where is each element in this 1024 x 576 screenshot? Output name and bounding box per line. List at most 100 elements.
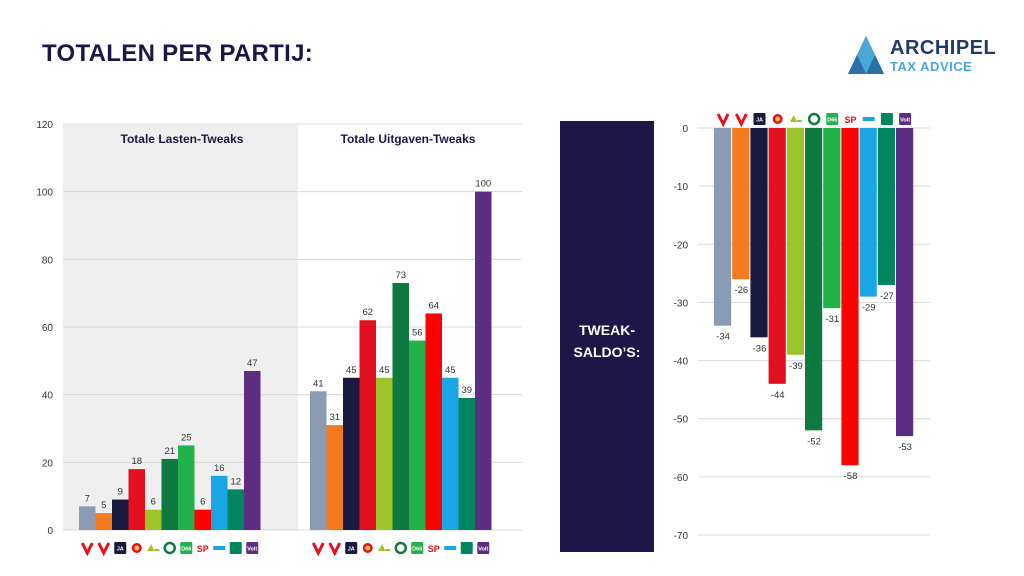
bar <box>458 398 475 530</box>
data-label: -26 <box>734 285 748 296</box>
data-label: 9 <box>118 487 123 498</box>
data-label: 5 <box>101 500 106 511</box>
bar <box>786 128 804 355</box>
data-label: 100 <box>475 179 491 190</box>
lasten-group-title: Totale Lasten-Tweaks <box>121 132 244 146</box>
data-label: 18 <box>131 456 142 467</box>
y-tick-label: 40 <box>42 391 54 402</box>
tweak-saldos-line1: TWEAK- <box>579 322 635 338</box>
bar <box>750 128 768 338</box>
bar <box>714 128 732 326</box>
svg-text:JA: JA <box>348 547 355 553</box>
saldo-chart: 0 -10 -20 -30 -40 -50 -60 -70 -34 -26 -36 -44 -39 -5… <box>674 112 930 542</box>
data-label: -58 <box>844 471 858 482</box>
y-tick-label: -30 <box>674 298 689 309</box>
bar <box>211 475 228 530</box>
bar <box>112 499 129 530</box>
data-label: 64 <box>428 300 439 311</box>
volt-logo-icon: Volt <box>899 113 912 125</box>
y-tick-label: -40 <box>674 357 689 368</box>
data-label: -34 <box>716 332 730 343</box>
y-tick-label: -70 <box>674 531 689 542</box>
svg-text:Volt: Volt <box>478 547 488 553</box>
svg-text:SP: SP <box>197 544 209 554</box>
archipel-triangle-logo-icon <box>848 36 884 74</box>
y-tick-label: -10 <box>674 182 689 193</box>
svg-text:SP: SP <box>428 544 440 554</box>
bar <box>475 191 492 530</box>
data-label: -39 <box>789 361 803 372</box>
bar <box>310 391 327 530</box>
y-tick-label: -50 <box>674 415 689 426</box>
bar <box>409 340 426 530</box>
bar <box>326 425 343 530</box>
data-label: 73 <box>395 270 406 281</box>
logo-brand-text: ARCHIPEL <box>890 37 997 59</box>
bar <box>161 458 178 530</box>
data-label: -29 <box>862 303 876 314</box>
sp-logo-icon: SP <box>844 115 856 125</box>
tweak-saldos-line2: SALDO’S: <box>573 344 641 360</box>
data-label: 7 <box>85 493 90 504</box>
y-tick-label: 20 <box>42 458 54 469</box>
christenunie-logo-icon <box>862 117 875 121</box>
bar <box>732 128 750 280</box>
data-label: -44 <box>771 390 785 401</box>
svg-text:D66: D66 <box>827 118 837 124</box>
bbb-logo-icon <box>328 542 342 556</box>
svg-text:Volt: Volt <box>900 118 910 124</box>
chart2-party-icons: JA D66 SP Volt <box>716 112 912 128</box>
data-label: 45 <box>445 365 456 376</box>
bar <box>376 377 393 530</box>
page-title: TOTALEN PER PARTIJ: <box>42 40 314 67</box>
data-label: 41 <box>313 378 324 389</box>
y-tick-label: 120 <box>36 120 53 131</box>
gl-pvda-logo-icon <box>394 541 407 555</box>
data-label: 47 <box>247 358 258 369</box>
bar <box>343 377 360 530</box>
bar <box>442 377 459 530</box>
bar <box>95 513 112 530</box>
bbb-logo-icon <box>734 113 748 128</box>
bar <box>79 506 96 530</box>
data-label: 45 <box>346 365 357 376</box>
pvda-rose-icon <box>131 543 142 553</box>
bar <box>178 445 195 530</box>
svg-text:D66: D66 <box>412 547 422 553</box>
data-label: 12 <box>230 476 241 487</box>
data-label: 21 <box>164 446 175 457</box>
ja21-logo-icon: JA <box>753 113 766 125</box>
data-label: 31 <box>329 412 340 423</box>
data-label: -31 <box>825 314 839 325</box>
volt-logo-icon: Volt <box>477 542 490 554</box>
data-label: 39 <box>461 385 472 396</box>
ja21-logo-icon: JA <box>114 542 127 554</box>
y-tick-label: 80 <box>42 255 54 266</box>
pvdd-logo-icon <box>229 542 242 554</box>
chart2-bars: -34 -26 -36 -44 -39 -52 -31 -58 -29 -27 -53 <box>714 128 914 482</box>
bar <box>823 128 841 309</box>
svg-text:D66: D66 <box>181 547 191 553</box>
y-tick-label: 60 <box>42 323 54 334</box>
logo-sub-text: TAX ADVICE <box>890 59 973 74</box>
chart1-bars: 75 9 18 6 21 25 6 16 12 47 41 31 45 62 45 73 56 64 45 39 100 <box>79 179 492 530</box>
bar <box>859 128 877 297</box>
data-label: 6 <box>151 497 156 508</box>
data-label: -27 <box>880 291 894 302</box>
sp-logo-icon: SP <box>197 544 209 554</box>
data-label: -53 <box>898 442 912 453</box>
archipel-logo: ARCHIPEL TAX ADVICE <box>846 34 996 78</box>
data-label: 25 <box>181 432 192 443</box>
bar <box>425 313 442 530</box>
chart1-party-icons: JA D66 SP Volt JA D66 SP Volt <box>80 541 490 556</box>
ja21-logo-icon: JA <box>345 542 358 554</box>
chart2-y-tick-labels: 0 -10 -20 -30 -40 -50 -60 -70 <box>674 124 689 542</box>
d66-logo-icon: D66 <box>411 542 424 554</box>
sp-logo-icon: SP <box>428 544 440 554</box>
bar <box>145 509 162 530</box>
y-tick-label: 0 <box>47 526 53 537</box>
gl-pvda-logo-icon <box>163 541 176 555</box>
pvdd-logo-icon <box>880 113 893 125</box>
bbb-logo-icon <box>311 542 325 556</box>
bar <box>392 283 409 530</box>
